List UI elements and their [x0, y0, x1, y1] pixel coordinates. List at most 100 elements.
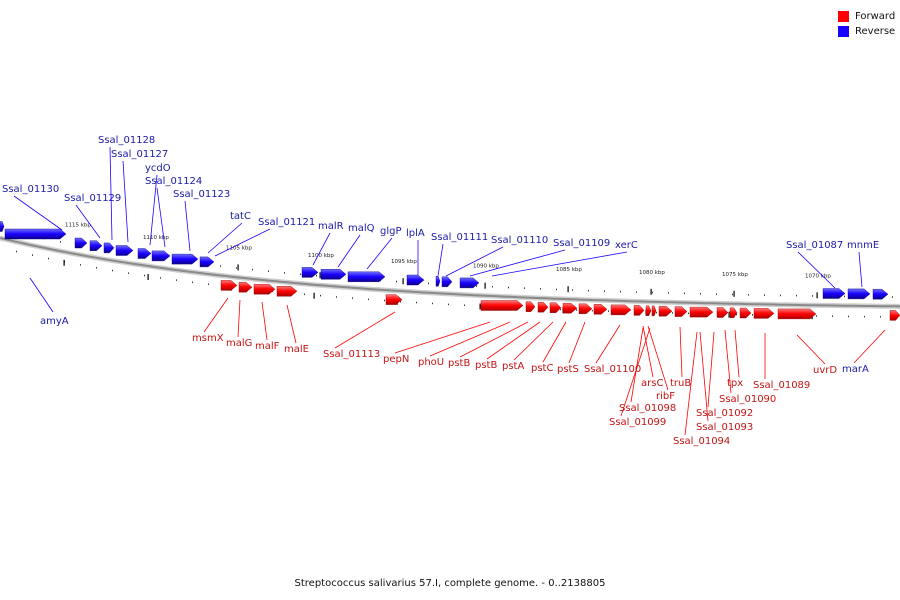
forward-gene-label[interactable]: ribF [656, 391, 675, 402]
label-leader-line [707, 331, 715, 408]
axis-dot [176, 279, 177, 281]
reverse-gene-label[interactable]: glgP [380, 226, 402, 237]
reverse-gene-label[interactable]: malQ [348, 223, 375, 234]
reverse-gene-label[interactable]: Ssal_01123 [173, 189, 230, 200]
reverse-gene-label[interactable]: Ssal_01127 [111, 149, 168, 160]
reverse-gene-block[interactable] [435, 276, 441, 287]
forward-gene-label[interactable]: Ssal_01093 [696, 422, 753, 433]
reverse-gene-block[interactable] [406, 274, 425, 286]
forward-gene-label[interactable]: Ssal_01099 [609, 417, 666, 428]
reverse-gene-block[interactable] [103, 242, 115, 254]
reverse-gene-block[interactable] [301, 267, 319, 278]
axis-dot [192, 281, 193, 283]
reverse-gene-block[interactable] [822, 288, 846, 299]
reverse-gene-label[interactable]: ycdO [145, 163, 171, 174]
reverse-gene-block[interactable] [89, 240, 103, 251]
forward-gene-label[interactable]: malE [284, 344, 309, 355]
forward-gene-label[interactable]: uvrD [813, 365, 837, 376]
forward-gene-block[interactable] [525, 301, 536, 312]
forward-gene-label[interactable]: Ssal_01089 [753, 380, 810, 391]
forward-gene-block[interactable] [716, 307, 729, 318]
reverse-gene-label[interactable]: Ssal_01109 [553, 238, 610, 249]
forward-gene-label[interactable]: marA [842, 364, 869, 375]
forward-gene-block[interactable] [610, 304, 632, 316]
forward-gene-label[interactable]: malG [226, 338, 252, 349]
forward-gene-label[interactable]: pstB [448, 358, 470, 369]
forward-gene-label[interactable]: arsC [641, 378, 663, 389]
forward-gene-block[interactable] [276, 286, 298, 297]
forward-gene-label[interactable]: Ssal_01113 [323, 349, 380, 360]
reverse-gene-block[interactable] [347, 271, 386, 282]
reverse-gene-label[interactable]: Ssal_01087 [786, 240, 843, 251]
reverse-gene-label[interactable]: Ssal_01128 [98, 135, 155, 146]
forward-gene-label[interactable]: Ssal_01100 [584, 364, 641, 375]
label-leader-line [429, 321, 511, 357]
reverse-gene-label[interactable]: Ssal_01110 [491, 235, 548, 246]
reverse-gene-label[interactable]: lplA [406, 228, 425, 239]
reverse-gene-label[interactable]: tatC [230, 211, 251, 222]
reverse-gene-label[interactable]: Ssal_01129 [64, 193, 121, 204]
forward-gene-label[interactable]: pstB [475, 360, 497, 371]
forward-gene-label[interactable]: malF [255, 341, 280, 352]
forward-gene-label[interactable]: Ssal_01092 [696, 408, 753, 419]
reverse-gene-label[interactable]: Ssal_01121 [258, 217, 315, 228]
forward-gene-label[interactable]: pstC [531, 363, 553, 374]
reverse-gene-block[interactable] [74, 237, 88, 249]
forward-gene-block[interactable] [537, 302, 549, 313]
scale-tick-minor [313, 292, 315, 299]
reverse-gene-block[interactable] [115, 245, 134, 256]
forward-gene-block[interactable] [385, 294, 403, 305]
forward-gene-label[interactable]: Ssal_01098 [619, 403, 676, 414]
forward-gene-block[interactable] [578, 303, 593, 314]
forward-gene-block[interactable] [889, 310, 900, 321]
forward-gene-label[interactable]: pepN [383, 354, 409, 365]
reverse-gene-label[interactable]: Ssal_01111 [431, 232, 488, 243]
reverse-gene-label[interactable]: Ssal_01124 [145, 176, 202, 187]
reverse-gene-block[interactable] [320, 269, 347, 280]
forward-gene-block[interactable] [739, 307, 752, 319]
forward-gene-label[interactable]: phoU [418, 357, 444, 368]
reverse-gene-block[interactable] [872, 289, 889, 300]
forward-gene-label[interactable]: tpx [727, 378, 743, 389]
label-leader-line [620, 327, 651, 417]
forward-gene-block[interactable] [562, 303, 578, 314]
forward-gene-label[interactable]: pstA [502, 361, 524, 372]
forward-gene-block[interactable] [674, 306, 688, 317]
forward-gene-label[interactable]: msmX [192, 333, 224, 344]
reverse-gene-block[interactable] [137, 248, 152, 259]
forward-gene-label[interactable]: Ssal_01090 [719, 394, 776, 405]
forward-gene-label[interactable]: pstS [557, 364, 579, 375]
forward-gene-block[interactable] [651, 305, 657, 317]
reverse-gene-block[interactable] [171, 253, 199, 265]
forward-gene-block[interactable] [238, 282, 253, 293]
reverse-gene-block[interactable] [441, 276, 453, 287]
forward-gene-block[interactable] [633, 305, 645, 316]
legend-item-forward: Forward [838, 9, 895, 24]
reverse-gene-label[interactable]: xerC [615, 240, 638, 251]
forward-gene-block[interactable] [480, 300, 524, 311]
forward-gene-block[interactable] [645, 305, 652, 316]
forward-gene-block[interactable] [593, 304, 608, 315]
forward-gene-block[interactable] [220, 280, 238, 291]
reverse-gene-label[interactable]: Ssal_01130 [2, 184, 59, 195]
reverse-gene-label[interactable]: mnmE [847, 240, 879, 251]
forward-gene-label[interactable]: Ssal_01094 [673, 436, 730, 447]
forward-gene-block[interactable] [253, 284, 276, 295]
axis-dot [208, 283, 209, 285]
forward-gene-label[interactable]: truB [670, 378, 691, 389]
forward-gene-block[interactable] [658, 306, 673, 317]
forward-gene-block[interactable] [549, 302, 562, 313]
forward-gene-block[interactable] [777, 308, 817, 320]
reverse-gene-block[interactable] [0, 221, 5, 232]
reverse-gene-block[interactable] [4, 228, 67, 240]
axis-dot [320, 294, 321, 297]
reverse-gene-label[interactable]: malR [318, 221, 344, 232]
reverse-gene-block[interactable] [847, 288, 871, 300]
reverse-gene-label[interactable]: amyA [40, 316, 69, 327]
reverse-gene-block[interactable] [151, 250, 171, 262]
forward-gene-block[interactable] [753, 308, 775, 319]
forward-gene-block[interactable] [689, 306, 714, 318]
forward-gene-block[interactable] [729, 307, 738, 318]
reverse-gene-block[interactable] [199, 256, 215, 268]
reverse-gene-block[interactable] [459, 277, 480, 289]
